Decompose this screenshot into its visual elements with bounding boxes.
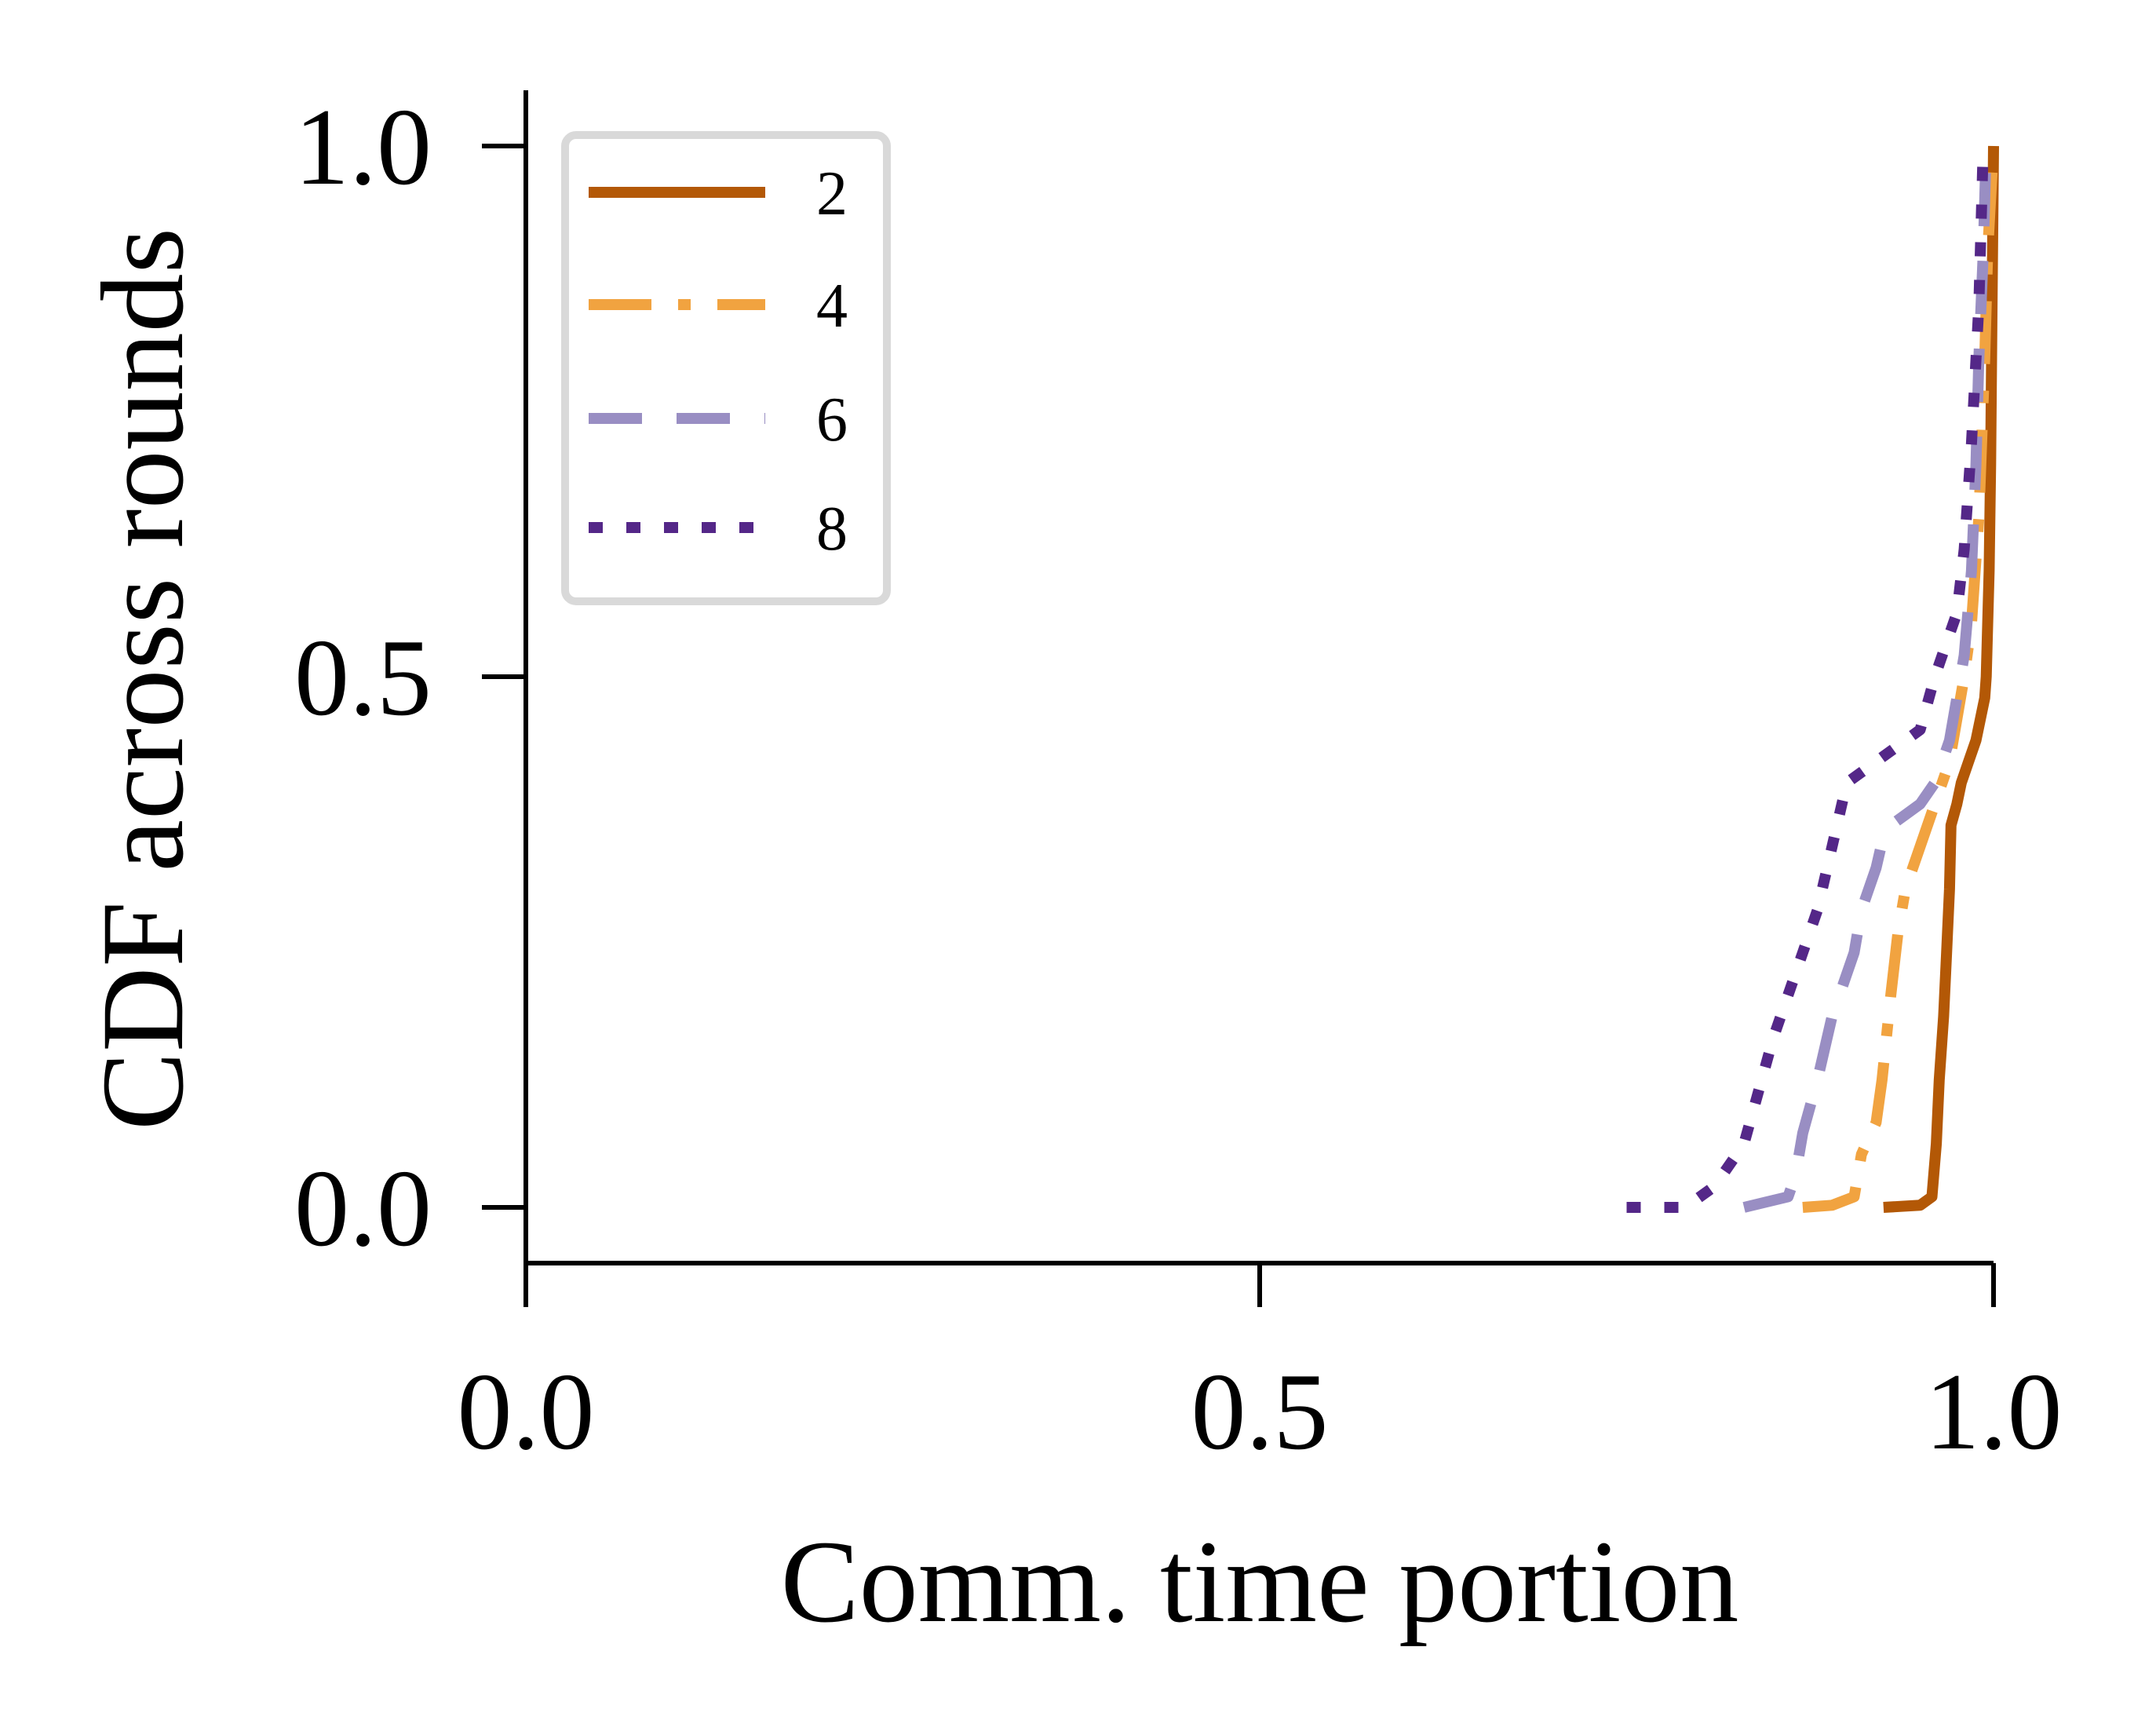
legend-label-8: 8 [816, 495, 848, 564]
legend-label-6: 6 [816, 385, 848, 455]
legend: 2 4 6 8 [561, 131, 891, 605]
series-line-8 [1626, 145, 1989, 1213]
legend-label-4: 4 [816, 272, 848, 341]
x-tick-label: 0.0 [458, 1351, 595, 1473]
series-line-6 [1742, 145, 1992, 1213]
x-tick-label: 0.5 [1191, 1351, 1329, 1473]
legend-box [561, 131, 891, 605]
y-axis-title: CDF across rounds [78, 228, 208, 1130]
x-tick-label: 1.0 [1925, 1351, 2063, 1473]
y-tick-label: 0.0 [294, 1148, 432, 1269]
y-tick-label: 1.0 [294, 86, 432, 208]
x-axis-title: Comm. time portion [781, 1517, 1739, 1647]
series-line-2 [1883, 145, 1999, 1213]
legend-label-2: 2 [816, 159, 848, 228]
series-lines [1626, 145, 1999, 1213]
y-tick-label: 0.5 [294, 617, 432, 739]
x-ticks: 0.0 0.5 1.0 [458, 1263, 2063, 1473]
y-ticks: 0.0 0.5 1.0 [294, 86, 526, 1269]
legend-items: 2 4 6 8 [589, 159, 848, 564]
series-line-4 [1802, 145, 1999, 1213]
